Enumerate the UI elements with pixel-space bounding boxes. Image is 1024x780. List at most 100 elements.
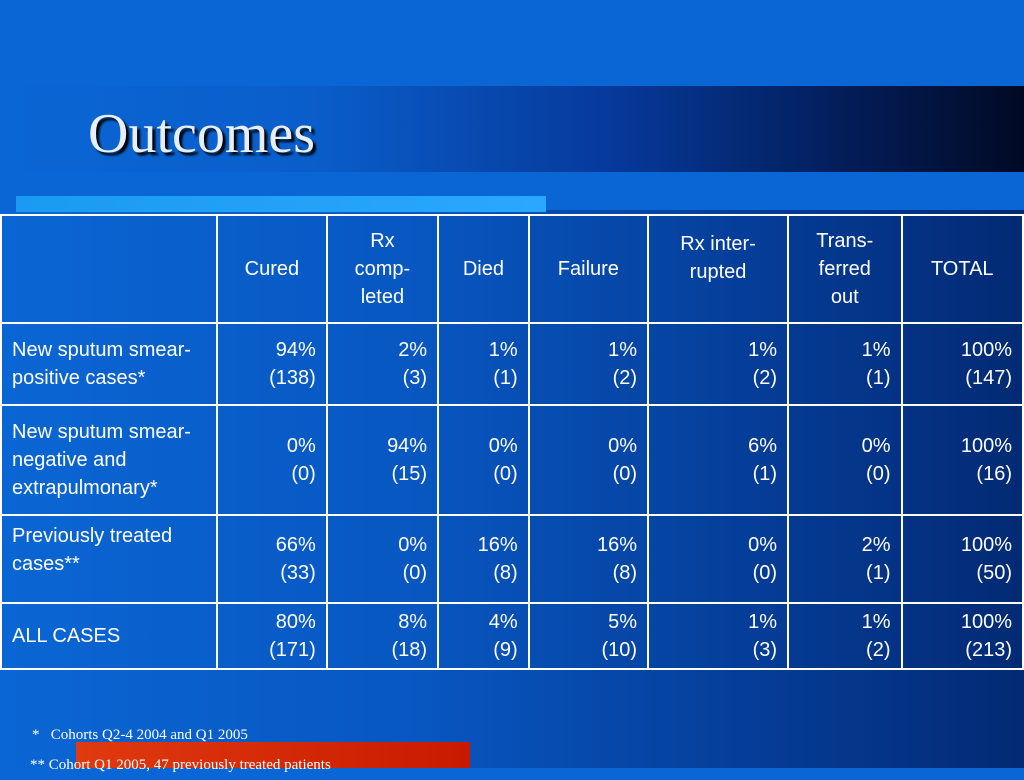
cell-count: (15) [391, 463, 428, 485]
cell-percent: 0% [488, 435, 518, 457]
cell-percent: 1% [748, 339, 778, 361]
cell-percent: 0% [748, 534, 778, 556]
title-band-background [0, 86, 1024, 172]
cell-percent: 16% [477, 534, 518, 556]
cell-percent: 4% [488, 611, 518, 633]
cell: 0% (0) [787, 404, 903, 516]
cell: 4% (9) [437, 602, 530, 670]
cell-percent: 0% [608, 435, 638, 457]
cell-count: (0) [402, 562, 428, 584]
header-cell-total: TOTAL [900, 214, 1024, 324]
cell: 66% (33) [216, 514, 328, 604]
cell: 94% (15) [325, 404, 440, 516]
cell-count: (1) [752, 463, 778, 485]
cell: 1% (2) [787, 602, 903, 670]
cell-percent: 1% [488, 339, 518, 361]
cell-percent: 0% [286, 435, 316, 457]
cell-count: (2) [866, 639, 891, 661]
outcomes-table: Cured Rx comp- leted Died Failure Rx int… [0, 214, 1024, 670]
cell-count: (0) [493, 463, 518, 485]
cell-count: (2) [752, 367, 778, 389]
row-label: ALL CASES [0, 602, 218, 670]
footnotes: * Cohorts Q2-4 2004 and Q1 2005 ** Cohor… [30, 720, 331, 780]
cell: 100% (50) [900, 514, 1024, 604]
cell-percent: 0% [398, 534, 428, 556]
cell: 100% (16) [900, 404, 1024, 516]
header-cell-empty [0, 214, 218, 324]
cell-count: (0) [291, 463, 316, 485]
cell-count: (213) [965, 639, 1012, 661]
cell: 0% (0) [325, 514, 440, 604]
footnote: * Cohorts Q2-4 2004 and Q1 2005 [32, 727, 248, 743]
cell: 1% (3) [647, 602, 790, 670]
cell-count: (16) [976, 463, 1012, 485]
row-label: New sputum smear-positive cases* [0, 322, 218, 406]
cell-count: (10) [601, 639, 638, 661]
cell-count: (1) [866, 562, 891, 584]
table-header-row: Cured Rx comp- leted Died Failure Rx int… [0, 214, 1024, 324]
cell: 0% (0) [647, 514, 790, 604]
cell-count: (0) [612, 463, 638, 485]
table-row: Previously treated cases** 66% (33) 0% (0)… [0, 514, 1024, 604]
cell-percent: 100% [960, 534, 1012, 556]
cell-percent: 66% [275, 534, 316, 556]
cell-count: (33) [280, 562, 316, 584]
table-row: New sputum smear-positive cases* 94% (138… [0, 322, 1024, 406]
cell: 5% (10) [527, 602, 650, 670]
cell-percent: 2% [398, 339, 428, 361]
table-row: ALL CASES 80% (171) 8% (18) 4% (9) 5% (10) 1… [0, 602, 1024, 670]
accent-bar-red [76, 742, 470, 768]
row-label: Previously treated cases** [0, 514, 218, 604]
cell: 2% (3) [325, 322, 440, 406]
cell-percent: 100% [960, 435, 1012, 457]
row-label: New sputum smear-negative and extrapulmo… [0, 404, 218, 516]
cell: 80% (171) [216, 602, 328, 670]
cell: 8% (18) [325, 602, 440, 670]
cell: 100% (147) [900, 322, 1024, 406]
cell-count: (1) [493, 367, 518, 389]
cell-percent: 0% [861, 435, 891, 457]
cell-count: (50) [976, 562, 1012, 584]
cell: 1% (2) [647, 322, 790, 406]
cell-count: (9) [493, 639, 518, 661]
cell-percent: 80% [275, 611, 316, 633]
cell: 1% (1) [787, 322, 903, 406]
cell: 2% (1) [787, 514, 903, 604]
header-cell-failure: Failure [527, 214, 650, 324]
cell-percent: 1% [861, 611, 891, 633]
cell-percent: 100% [960, 339, 1012, 361]
cell-percent: 94% [387, 435, 428, 457]
cell: 1% (2) [527, 322, 650, 406]
accent-stripe [16, 196, 546, 212]
header-cell-transferred-out: Trans- ferred out [787, 214, 903, 324]
cell-percent: 94% [275, 339, 316, 361]
cell-count: (2) [612, 367, 638, 389]
header-cell-cured: Cured [216, 214, 328, 324]
cell-count: (138) [269, 367, 316, 389]
cell: 16% (8) [527, 514, 650, 604]
cell-percent: 5% [608, 611, 638, 633]
cell-count: (147) [965, 367, 1012, 389]
header-cell-died: Died [437, 214, 530, 324]
cell-count: (8) [612, 562, 638, 584]
cell: 0% (0) [216, 404, 328, 516]
table-row: New sputum smear-negative and extrapulmo… [0, 404, 1024, 516]
cell-percent: 6% [748, 435, 778, 457]
cell-count: (18) [391, 639, 428, 661]
header-cell-rx-completed: Rx comp- leted [325, 214, 440, 324]
cell: 94% (138) [216, 322, 328, 406]
cell-count: (171) [269, 639, 316, 661]
cell: 1% (1) [437, 322, 530, 406]
header-cell-rx-interrupted: Rx inter- rupted [647, 214, 790, 324]
cell-count: (0) [752, 562, 778, 584]
cell-count: (3) [402, 367, 428, 389]
cell: 6% (1) [647, 404, 790, 516]
cell: 0% (0) [437, 404, 530, 516]
cell-count: (3) [752, 639, 778, 661]
cell-count: (1) [866, 367, 891, 389]
cell-percent: 100% [960, 611, 1012, 633]
cell: 100% (213) [900, 602, 1024, 670]
cell-percent: 1% [608, 339, 638, 361]
cell-percent: 2% [861, 534, 891, 556]
cell: 0% (0) [527, 404, 650, 516]
